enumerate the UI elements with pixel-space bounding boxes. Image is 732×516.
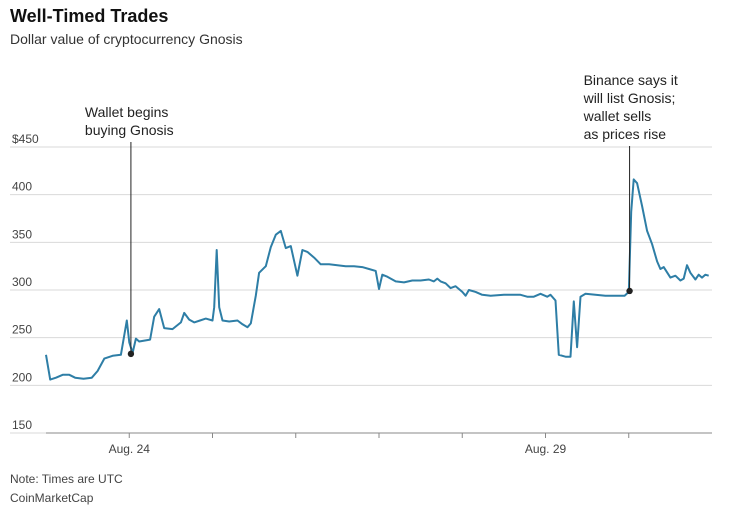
annotation-label: buying Gnosis [85,122,174,138]
price-series-line [45,178,709,381]
y-tick-label: 250 [12,323,32,337]
chart-title: Well-Timed Trades [10,6,169,26]
annotation-label: as prices rise [584,126,667,142]
chart-subtitle: Dollar value of cryptocurrency Gnosis [10,31,243,47]
annotation-label: will list Gnosis; [583,90,676,106]
source-text: CoinMarketCap [10,491,94,505]
annotation-marker [626,287,633,295]
annotation-label: Wallet begins [85,104,169,120]
y-tick-label: 400 [12,180,32,194]
note-text: Note: Times are UTC [10,472,123,486]
y-tick-label: 300 [12,275,32,289]
x-tick-label: Aug. 29 [525,442,567,456]
x-tick-label: Aug. 24 [109,442,151,456]
y-tick-label: 350 [12,227,32,241]
y-tick-label: 150 [12,418,32,432]
annotation-label: Binance says it [584,72,678,88]
y-tick-label: $450 [12,132,39,146]
annotation-marker [127,350,135,358]
annotation-label: wallet sells [583,108,652,124]
y-tick-label: 200 [12,370,32,384]
